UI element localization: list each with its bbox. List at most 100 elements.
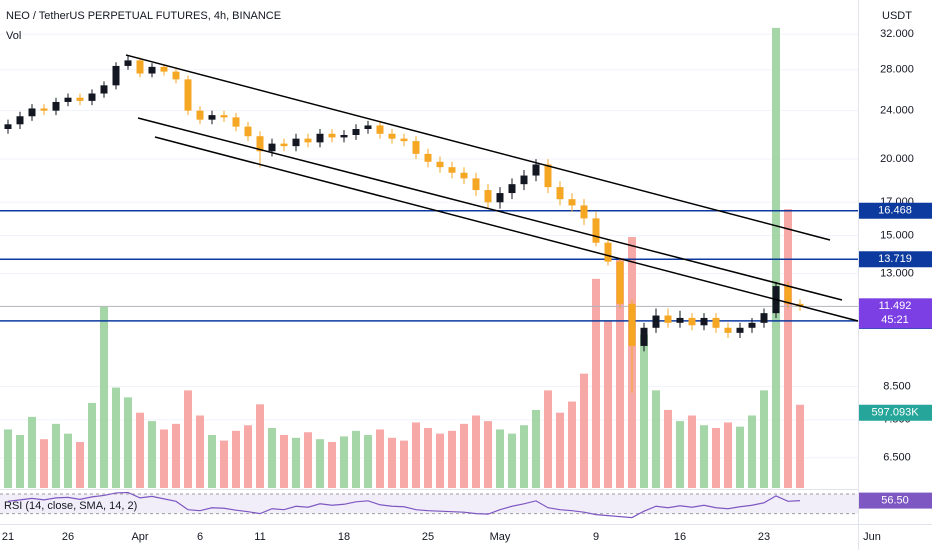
candle-body [244, 126, 252, 137]
x-tick-label: Jun [863, 531, 881, 543]
candle-body [724, 327, 732, 333]
volume-bar [100, 306, 108, 488]
volume-bar [88, 402, 96, 488]
x-tick-label: 25 [422, 531, 434, 543]
volume-bar [796, 404, 804, 488]
candle-body [136, 60, 144, 74]
volume-bar [292, 437, 300, 488]
candle-body [748, 322, 756, 328]
volume-bar [544, 390, 552, 488]
volume-bar [76, 441, 84, 488]
volume-bar [124, 397, 132, 488]
level-label: 16.468 [878, 205, 912, 217]
last-price-box [859, 298, 932, 329]
x-tick-label: May [490, 531, 511, 543]
volume-bar [160, 429, 168, 488]
volume-bar [448, 430, 456, 488]
last-volume-label: 597.093K [871, 407, 919, 419]
level-box [859, 251, 932, 268]
volume-bar [268, 428, 276, 488]
volume-bar [208, 435, 216, 488]
candle-body [784, 286, 792, 304]
candle-body [52, 101, 60, 111]
volume-bar [736, 426, 744, 488]
volume-bar [256, 404, 264, 488]
candle-body [592, 218, 600, 243]
volume-bar [532, 409, 540, 488]
volume-bar [280, 435, 288, 488]
volume-bar [16, 435, 24, 488]
last-rsi-box [859, 492, 932, 509]
candle-body [448, 167, 456, 173]
candle-body [628, 303, 636, 346]
volume-bar [244, 425, 252, 488]
x-tick-label: 26 [62, 531, 74, 543]
candle-body [304, 138, 312, 143]
y-tick-label: 24.000 [880, 105, 914, 117]
candle-body [712, 317, 720, 328]
volume-bar [196, 415, 204, 488]
volume-bar [484, 421, 492, 488]
volume-bar [232, 430, 240, 488]
candle-body [556, 187, 564, 200]
y-tick-label: 13.000 [880, 267, 914, 279]
volume-bar [592, 278, 600, 488]
volume-bar [52, 423, 60, 488]
candle-body [184, 79, 192, 111]
candle-body [496, 193, 504, 203]
level-label: 13.719 [878, 253, 912, 265]
volume-bar [556, 412, 564, 488]
candle-body [664, 315, 672, 323]
volume-bar [28, 416, 36, 488]
candle-body [484, 190, 492, 203]
volume-bar [172, 423, 180, 488]
volume-bar [412, 422, 420, 488]
volume-bar [712, 428, 720, 488]
volume-bar [400, 440, 408, 488]
volume-bar [364, 435, 372, 488]
volume-bar [772, 27, 780, 489]
volume-bar [640, 334, 648, 488]
volume-bar [220, 440, 228, 488]
last-volume-box [859, 404, 932, 421]
x-tick-label: 11 [254, 531, 265, 543]
candle-body [316, 133, 324, 143]
candle-body [532, 164, 540, 176]
candle-body [232, 117, 240, 127]
volume-bar [652, 390, 660, 488]
candle-body [328, 133, 336, 138]
volume-bar [688, 415, 696, 488]
candle-body [424, 153, 432, 162]
volume-bar [352, 430, 360, 488]
candle-body [292, 138, 300, 147]
candle-body [472, 178, 480, 191]
x-tick-label: 16 [674, 531, 686, 543]
candle-body [736, 327, 744, 333]
x-tick-label: 18 [338, 531, 350, 543]
volume-bar [64, 433, 72, 488]
volume-bar [40, 439, 48, 488]
x-tick-label: 9 [593, 531, 599, 543]
candle-body [460, 172, 468, 179]
volume-bar [580, 373, 588, 488]
volume-bar [4, 429, 12, 488]
candle-body [436, 161, 444, 168]
x-tick-label: 21 [2, 531, 14, 543]
candle-body [40, 108, 48, 111]
level-box [859, 202, 932, 219]
candle-body [508, 184, 516, 194]
y-tick-label: 8.500 [883, 380, 911, 392]
candle-body [340, 134, 348, 138]
x-tick-label: Apr [131, 531, 148, 543]
volume-bar [604, 320, 612, 488]
y-tick-label: 32.000 [880, 28, 914, 40]
rsi-line [7, 491, 801, 519]
chart-title: NEO / TetherUS PERPETUAL FUTURES, 4h, BI… [6, 10, 281, 22]
candle-body [400, 138, 408, 142]
volume-bar [328, 441, 336, 488]
volume-bar [136, 412, 144, 488]
x-tick-label: 23 [758, 531, 770, 543]
candle-body [520, 175, 528, 185]
volume-bar [676, 421, 684, 488]
candle-body [112, 65, 120, 86]
